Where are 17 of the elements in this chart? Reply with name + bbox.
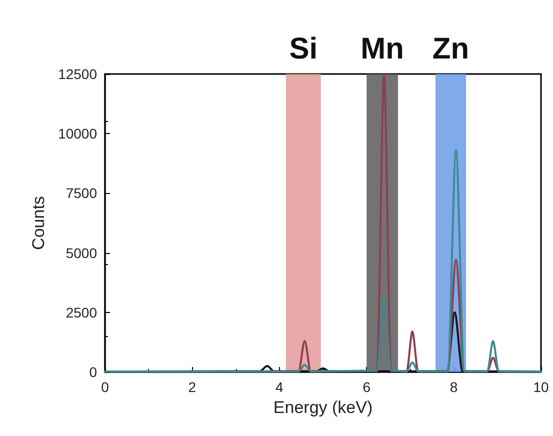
band-label: Mn: [360, 32, 404, 66]
x-tick-label: 0: [101, 379, 110, 395]
y-tick-label: 12500: [58, 66, 98, 82]
y-tick-label: 10000: [58, 126, 98, 142]
band-label: Zn: [432, 32, 470, 66]
x-tick-label: 10: [533, 379, 549, 395]
y-tick-label: 0: [89, 364, 98, 380]
x-axis-title: Energy (keV): [273, 398, 373, 417]
y-tick-label: 2500: [66, 304, 98, 320]
x-tick-label: 2: [188, 379, 196, 395]
x-tick-label: 6: [362, 379, 371, 395]
y-tick-label: 7500: [66, 185, 98, 202]
x-tick-label: 4: [276, 379, 284, 395]
band-label: Si: [289, 32, 318, 66]
x-tick-label: 8: [450, 379, 458, 395]
y-axis-title: Counts: [29, 196, 48, 250]
y-tick-label: 5000: [66, 244, 98, 261]
